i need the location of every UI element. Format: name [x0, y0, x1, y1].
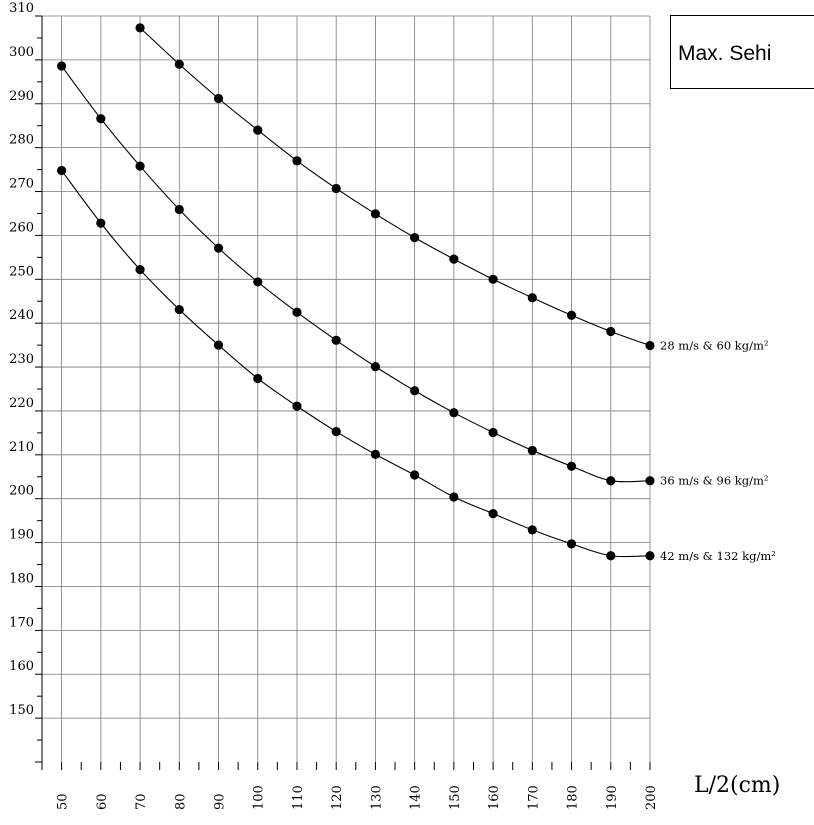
data-point [410, 233, 420, 243]
series-label: 36 m/s & 96 kg/m² [660, 474, 769, 488]
series-1: 28 m/s & 60 kg/m² [135, 23, 769, 353]
y-tick-label: 240 [9, 308, 34, 323]
series-label: 28 m/s & 60 kg/m² [660, 339, 769, 353]
x-tick-label: 170 [526, 785, 541, 810]
data-point [449, 408, 459, 418]
y-tick-label: 200 [9, 484, 34, 499]
data-point [174, 304, 184, 315]
x-tick-label: 100 [252, 785, 267, 810]
data-point [292, 401, 302, 411]
data-point [566, 539, 577, 549]
data-point [488, 427, 498, 438]
data-point [174, 204, 184, 215]
x-tick-label: 60 [95, 793, 110, 810]
x-tick-label: 160 [487, 785, 502, 810]
y-tick-label: 170 [9, 615, 34, 630]
y-tick-label: 190 [9, 528, 34, 543]
data-point [213, 243, 224, 253]
data-point [606, 551, 616, 561]
data-point [253, 125, 263, 135]
data-point [292, 156, 302, 166]
data-point [449, 254, 459, 264]
data-point [331, 183, 341, 194]
x-tick-label: 190 [605, 785, 620, 810]
y-tick-label: 310 [9, 1, 34, 16]
series-group: 28 m/s & 60 kg/m² 36 m/s & 96 kg/m² 42 m/s… [57, 23, 776, 563]
data-point [527, 293, 537, 303]
data-point [370, 449, 381, 459]
data-point [57, 165, 67, 176]
x-tick-label: 150 [448, 785, 463, 810]
data-point [527, 445, 537, 456]
data-point [410, 470, 420, 480]
series-line [61, 65, 651, 483]
data-point [253, 277, 263, 287]
y-tick-label: 220 [9, 396, 34, 411]
data-point [96, 218, 106, 228]
data-point [370, 362, 381, 372]
data-point [606, 326, 616, 337]
data-point [488, 274, 498, 284]
series-2: 36 m/s & 96 kg/m² [57, 61, 769, 488]
data-point [213, 340, 224, 350]
data-point [606, 476, 616, 486]
legend-box: Max. Sehi [670, 15, 814, 89]
data-point [213, 93, 224, 104]
x-tick-label: 200 [644, 785, 659, 810]
data-point [566, 461, 577, 471]
grid [42, 15, 651, 762]
y-tick-label: 270 [9, 177, 34, 192]
data-point [645, 551, 655, 561]
data-point [645, 340, 655, 351]
x-tick-label: 180 [566, 785, 581, 810]
y-tick-label: 260 [9, 220, 34, 235]
data-point [253, 373, 263, 384]
data-point [488, 509, 498, 519]
x-tick-label: 140 [409, 785, 424, 810]
data-point [645, 476, 655, 486]
x-axis-label: L/2(cm) [694, 773, 780, 798]
data-point [566, 310, 577, 320]
y-tick-label: 280 [9, 133, 34, 148]
series-line [61, 170, 651, 558]
data-point [331, 426, 341, 437]
x-tick-label: 70 [134, 793, 149, 810]
x-tick-label: 120 [330, 785, 345, 810]
series-line [139, 27, 651, 347]
data-point [135, 161, 145, 171]
tick-labels: 150 160 170 180 190 200 210 220 230 240 250 260 270 2… [9, 1, 659, 810]
data-point [174, 59, 184, 69]
data-point [449, 492, 459, 502]
x-tick-label: 90 [213, 793, 228, 810]
y-tick-label: 300 [9, 45, 34, 60]
data-point [527, 525, 537, 535]
series-3: 42 m/s & 132 kg/m² [57, 165, 776, 563]
data-point [57, 61, 67, 71]
y-tick-label: 230 [9, 352, 34, 367]
axes [35, 15, 651, 770]
data-point [292, 307, 302, 317]
y-tick-label: 250 [9, 264, 34, 279]
x-tick-label: 50 [56, 793, 71, 810]
y-tick-label: 210 [9, 440, 34, 455]
y-tick-label: 290 [9, 89, 34, 104]
x-tick-label: 110 [291, 785, 306, 810]
x-tick-label: 130 [369, 785, 384, 810]
data-point [135, 265, 145, 275]
x-tick-label: 80 [173, 793, 188, 810]
legend-frame [670, 15, 814, 89]
series-label: 42 m/s & 132 kg/m² [660, 549, 776, 563]
data-point [96, 114, 106, 124]
y-tick-label: 150 [9, 703, 34, 718]
data-point [370, 209, 381, 219]
data-point [135, 23, 145, 33]
y-tick-label: 180 [9, 571, 34, 586]
legend-text: Max. Sehi [678, 42, 771, 65]
data-point [410, 386, 420, 396]
y-tick-label: 160 [9, 659, 34, 674]
data-point [331, 335, 341, 345]
